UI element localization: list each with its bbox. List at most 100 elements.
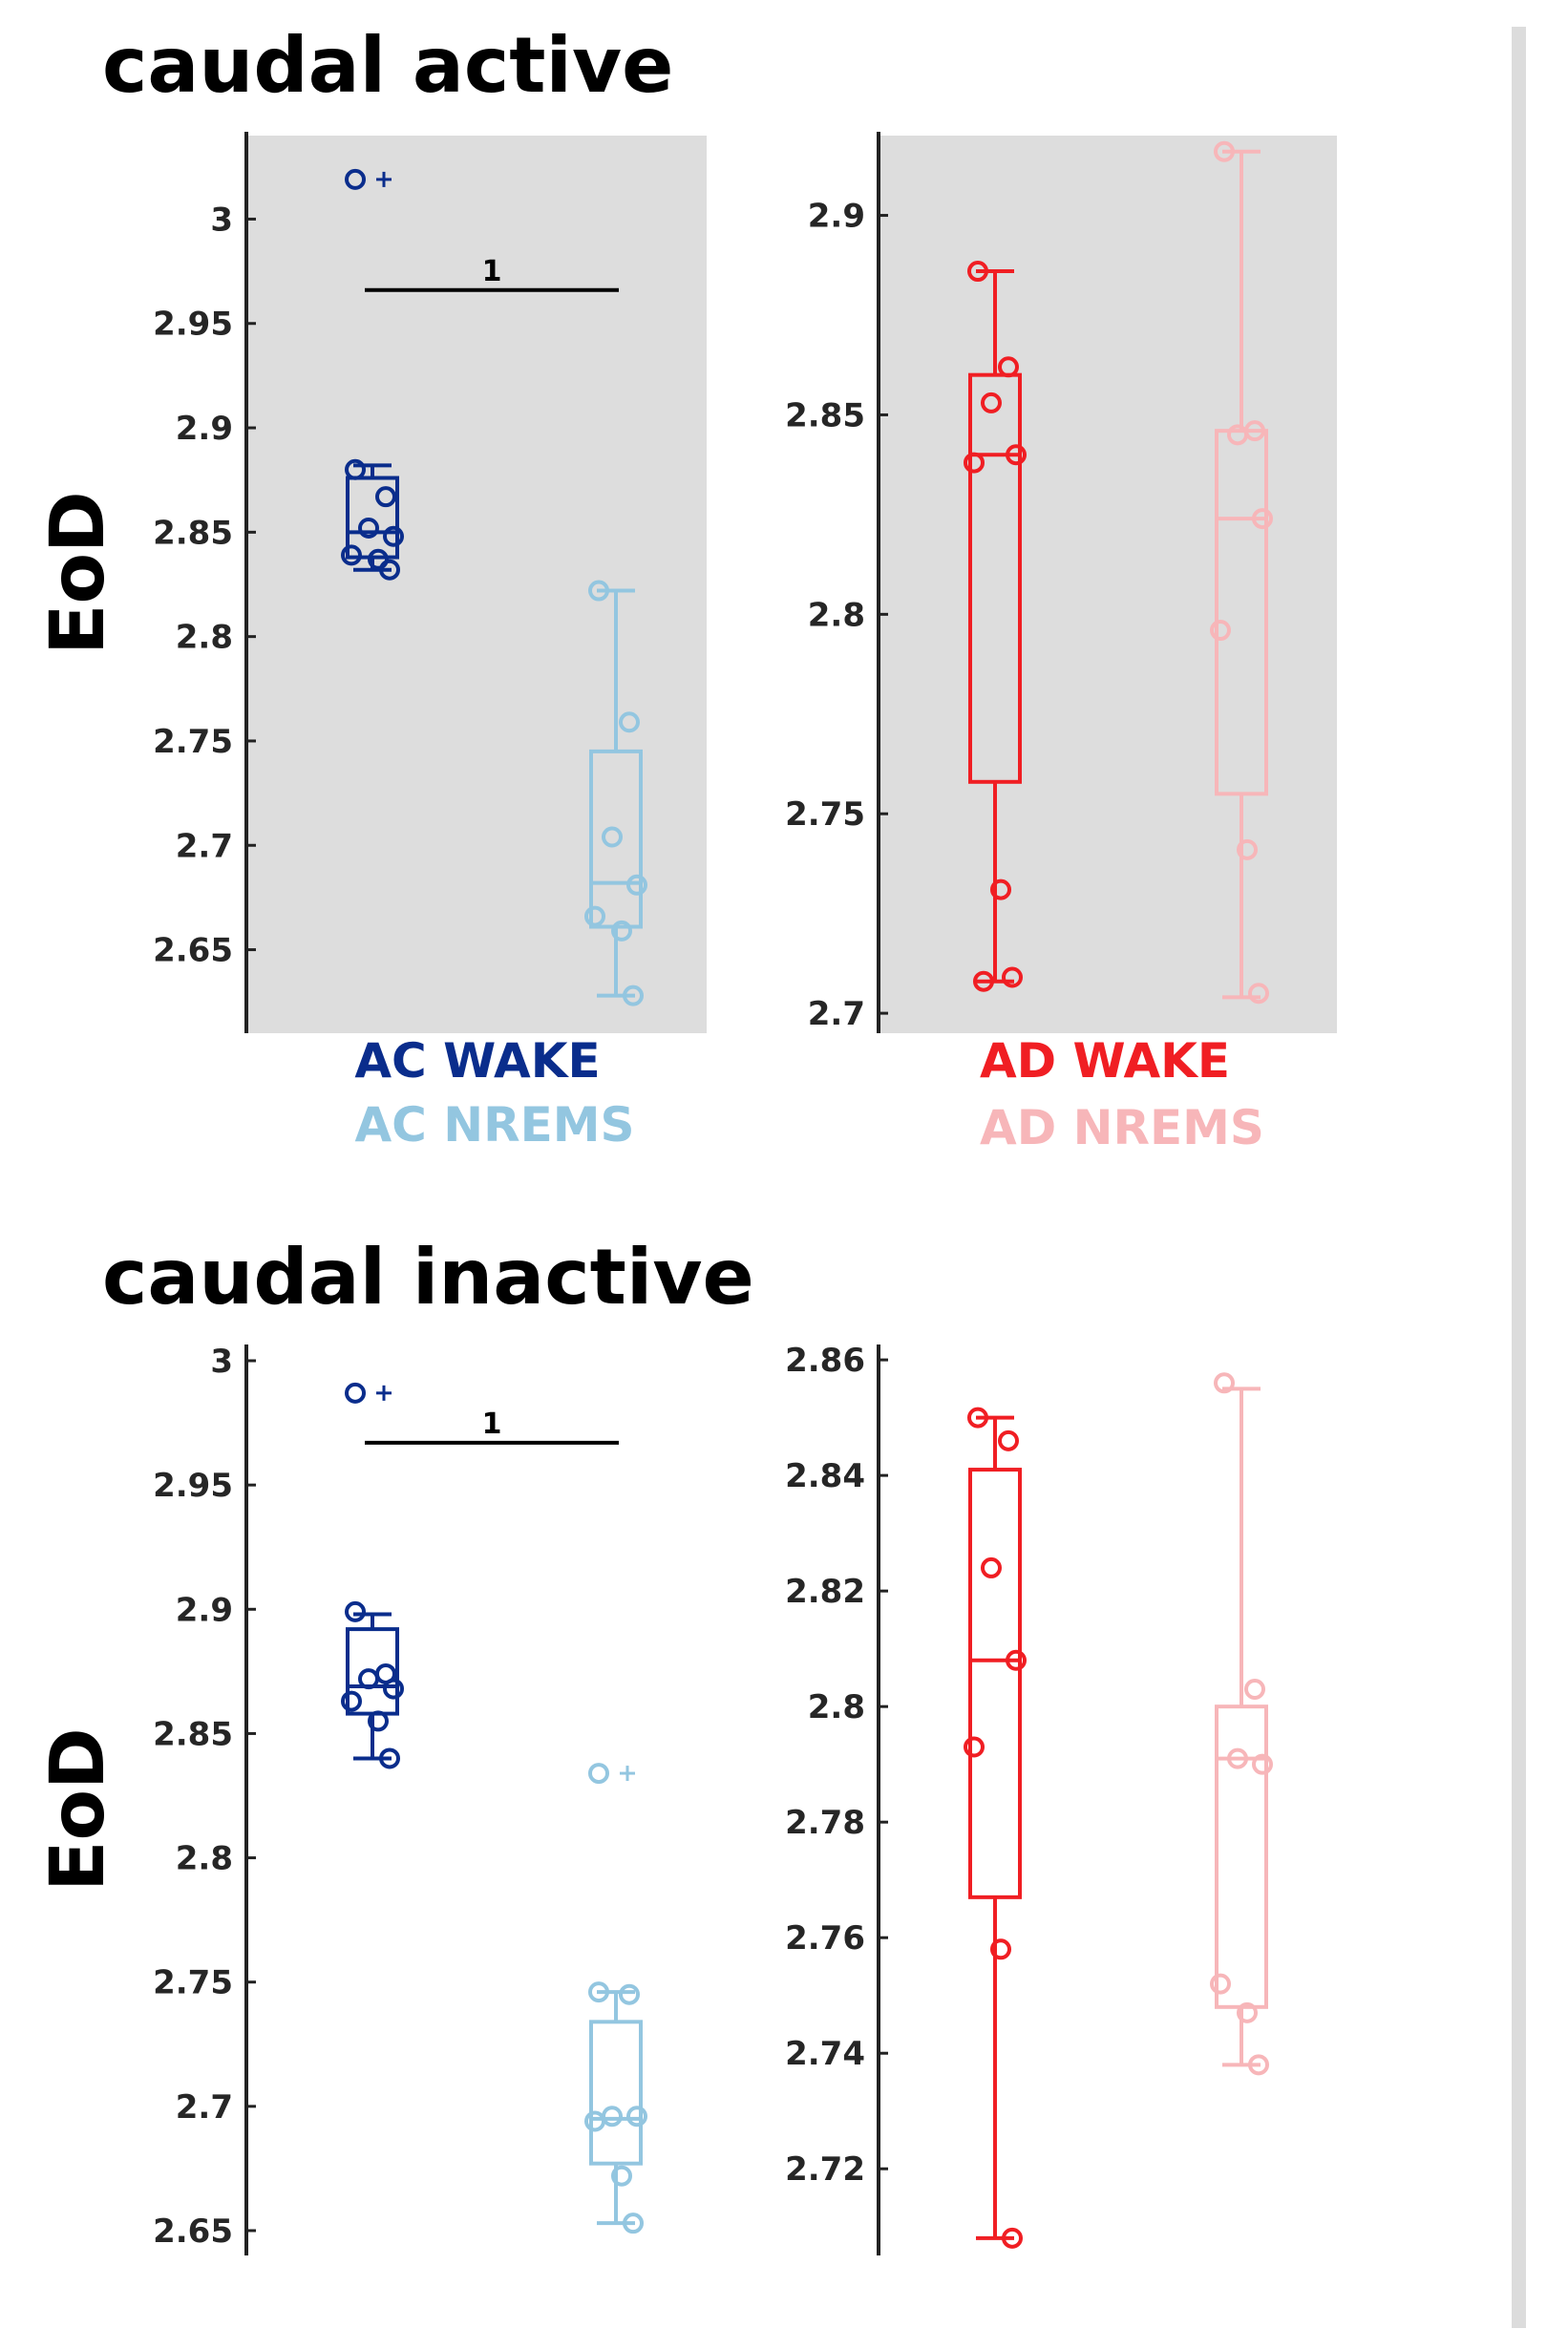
data-point [1248,2054,1269,2076]
y-tick-label: 2.84 [785,1457,865,1495]
data-point [383,525,404,547]
series-ac-wake [341,168,404,581]
y-tick-label: 2.8 [808,1688,865,1726]
data-point [1237,2001,1258,2023]
panel-title-top: caudal active [102,21,673,110]
y-tick-label: 2.74 [785,2035,865,2073]
data-point [341,1690,362,1712]
y-tick-label: 2.75 [153,723,233,761]
panel-1: 2.7 2.75 2.8 2.85 2.9 [785,132,1337,1033]
panel-2: 2.65 2.7 2.75 2.8 2.85 2.9 2.95 3 1 [153,1343,647,2255]
y-tick-label: 2.85 [153,514,233,552]
box [968,1468,1022,1899]
data-point [1002,2227,1023,2249]
group-label-ad-nrems: AD NREMS [980,1100,1264,1155]
data-point [611,920,632,942]
series-ad-wake [964,1407,1027,2249]
data-point [588,1981,609,2003]
data-point [375,486,396,508]
series-ac-nrems [584,580,647,1006]
data-point [1006,444,1027,466]
data-point [1252,508,1273,530]
series-ac-wake [341,1382,404,1769]
data-point [1227,424,1248,446]
data-point [1214,1372,1235,1394]
data-point [1006,1649,1027,1671]
plot-background [879,136,1337,1033]
data-point [368,1710,389,1732]
data-point [1244,1679,1265,1701]
y-tick-label: 2.86 [785,1342,865,1380]
y-tick-label: 3 [210,1343,233,1381]
data-point [967,261,988,283]
y-tick-label: 2.8 [176,1840,233,1878]
y-tick-label: 2.78 [785,1804,865,1842]
y-tick-label: 2.85 [785,396,865,434]
y-tick-label: 2.9 [808,198,865,236]
data-point [990,1938,1011,1960]
data-point [602,2106,623,2128]
y-tick-label: 2.7 [176,2088,233,2127]
significance-label: 1 [482,1408,502,1441]
y-tick-label: 2.65 [153,932,233,970]
data-point [623,984,644,1006]
y-tick-label: 2.72 [785,2150,865,2189]
y-tick-label: 2.7 [808,995,865,1033]
y-tick-label: 2.82 [785,1573,865,1611]
data-point [345,458,366,480]
group-label-ac-wake: AC WAKE [354,1033,600,1089]
outlier-point [588,1763,609,1785]
data-point [358,1668,379,1690]
panel-3: 2.72 2.74 2.76 2.78 2.8 2.82 2.84 2.86 [785,1342,1273,2255]
data-point [383,1678,404,1700]
y-axis-label-top: EoD [35,491,121,655]
data-point [973,970,994,992]
y-tick-label: 2.76 [785,1919,865,1958]
y-tick-label: 2.8 [176,619,233,657]
data-point [1252,1753,1273,1775]
data-point [1210,620,1231,642]
plot-background [246,136,707,1033]
y-tick-label: 2.7 [176,827,233,865]
data-point [584,2110,605,2132]
box [968,372,1022,784]
panel-0: 2.65 2.7 2.75 2.8 2.85 2.9 2.95 3 1 [153,132,707,1033]
box [589,2020,643,2166]
series-ac-nrems [584,1763,647,2234]
data-point [345,1600,366,1622]
series-ad-nrems [1210,140,1273,1005]
y-tick-label: 2.95 [153,306,233,344]
y-tick-label: 2.75 [153,1964,233,2002]
data-point [626,874,647,896]
data-point [1227,1747,1248,1769]
panel-title-bottom: caudal inactive [102,1233,754,1322]
data-point [967,1407,988,1429]
data-point [981,1556,1002,1578]
data-point [623,2212,644,2234]
data-point [1210,1973,1231,1995]
data-point [981,392,1002,413]
data-point [341,544,362,566]
data-point [584,905,605,927]
data-point [358,517,379,539]
group-label-ad-wake: AD WAKE [980,1033,1230,1089]
divider-bar [1512,27,1526,2328]
series-ad-wake [964,261,1027,992]
y-axis-label-bottom: EoD [35,1727,121,1892]
outlier-point [345,168,366,190]
y-tick-label: 2.75 [785,795,865,834]
data-point [379,1747,400,1769]
data-point [368,548,389,570]
data-point [1002,966,1023,988]
y-tick-label: 2.85 [153,1715,233,1753]
data-point [619,711,640,733]
data-point [1214,140,1235,162]
outlier-point [345,1382,366,1404]
box [346,476,399,560]
data-point [1248,983,1269,1005]
data-point [626,2106,647,2128]
data-point [611,2165,632,2187]
data-point [379,559,400,581]
group-label-ac-nrems: AC NREMS [354,1097,634,1153]
